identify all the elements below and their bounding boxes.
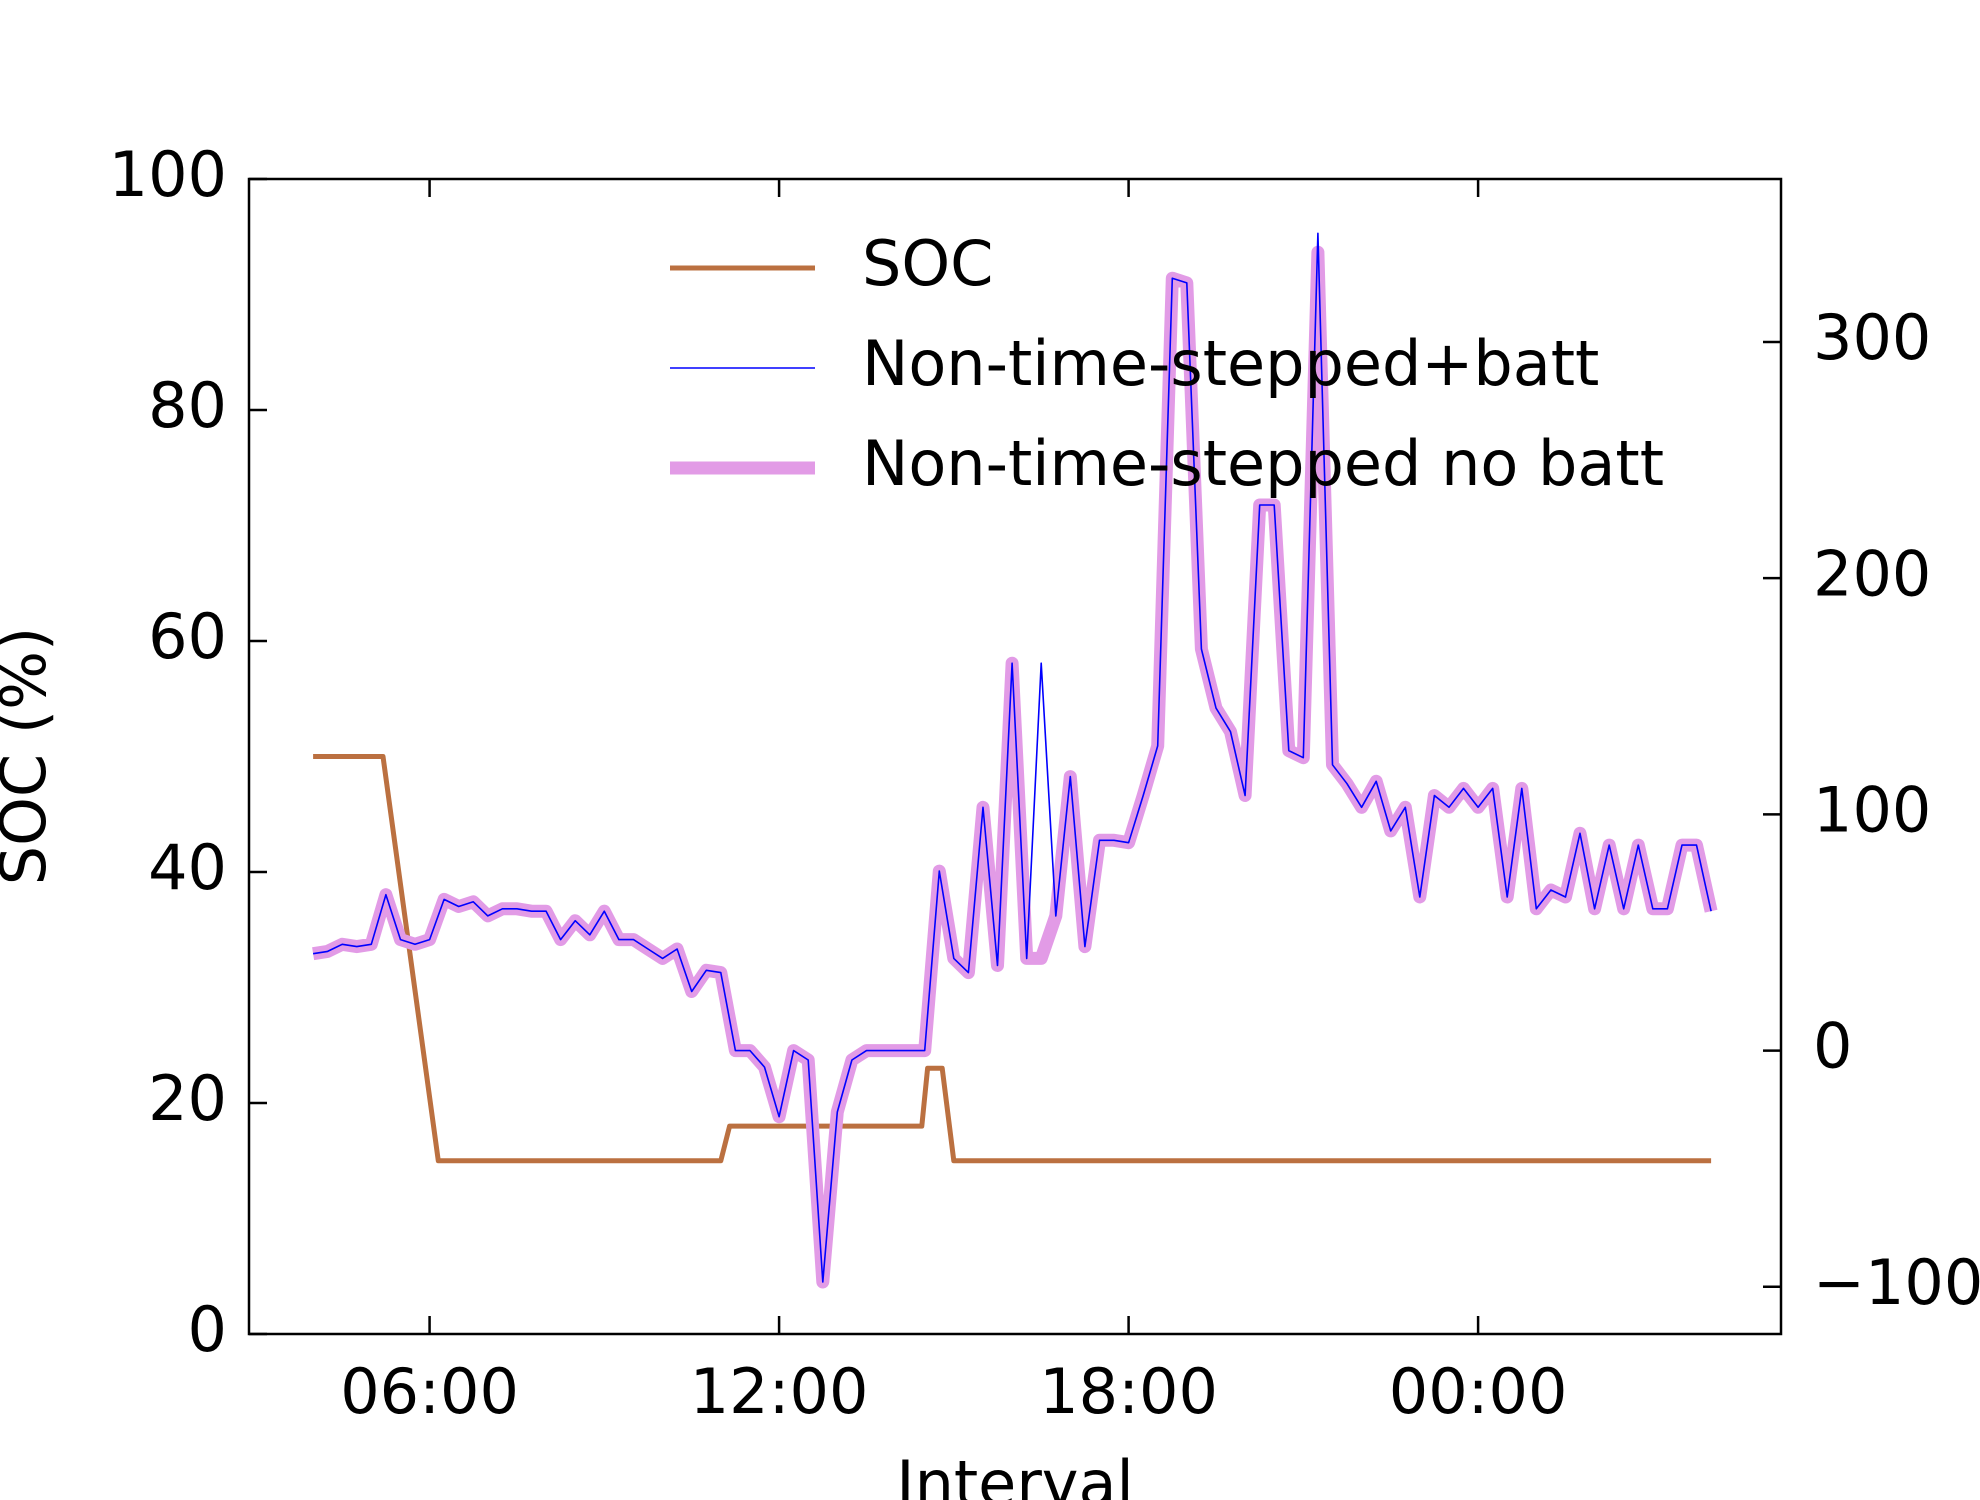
y2-tick-label: 300 <box>1813 301 1931 374</box>
series-line <box>312 232 1712 1283</box>
legend-label: SOC <box>862 227 993 300</box>
y-axis-label: SOC (%) <box>0 627 60 885</box>
x-tick-label: 18:00 <box>1039 1355 1218 1428</box>
series-line <box>313 754 1712 1164</box>
legend-label: Non-time-stepped no batt <box>862 427 1664 500</box>
series-line <box>312 245 1718 1289</box>
y2-tick-label: 0 <box>1813 1010 1852 1083</box>
x-tick-label: 06:00 <box>340 1355 519 1428</box>
y-tick-label: 0 <box>188 1293 227 1366</box>
y2-tick-label: −100 <box>1813 1246 1980 1319</box>
y2-tick-label: 100 <box>1813 773 1931 846</box>
y-tick-label: 20 <box>148 1062 227 1135</box>
y-tick-label: 40 <box>148 831 227 904</box>
x-tick-label: 12:00 <box>690 1355 869 1428</box>
y-tick-label: 60 <box>148 600 227 673</box>
plot-frame <box>247 177 1783 1336</box>
x-tick-label: 00:00 <box>1389 1355 1568 1428</box>
y-tick-label: 100 <box>109 138 227 211</box>
legend-label: Non-time-stepped+batt <box>862 327 1599 400</box>
y2-tick-label: 200 <box>1813 537 1931 610</box>
y-tick-label: 80 <box>148 369 227 442</box>
x-axis-label: Interval <box>896 1447 1133 1500</box>
